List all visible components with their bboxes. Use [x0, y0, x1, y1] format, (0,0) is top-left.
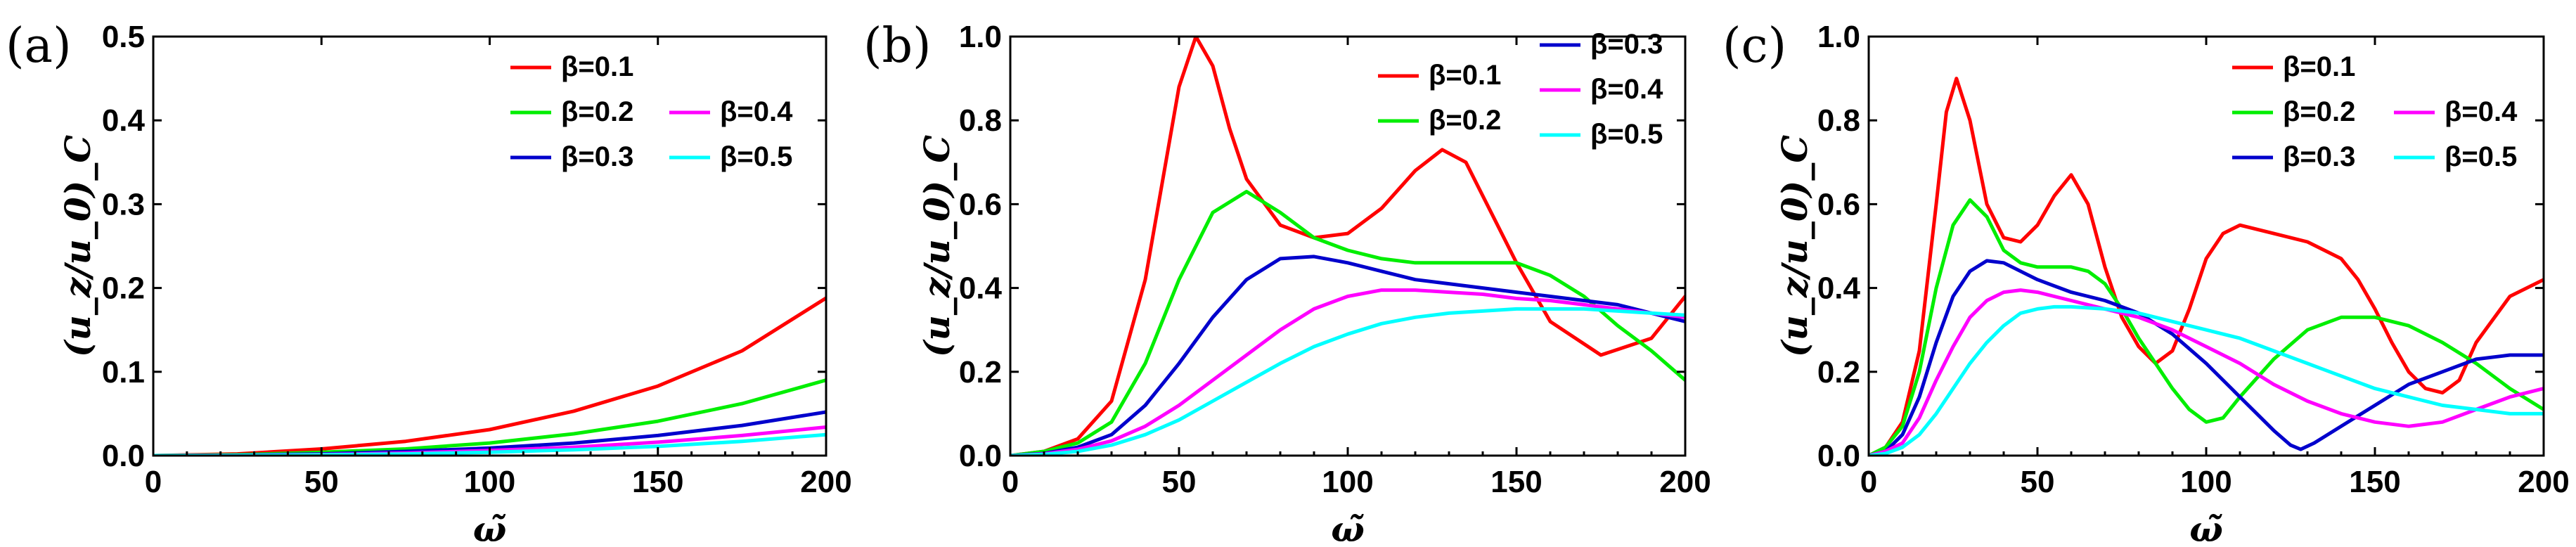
legend-label: β=0.3: [561, 141, 633, 172]
legend-item: β=0.3: [2232, 141, 2355, 172]
y-tick-label: 0.5: [102, 20, 145, 54]
y-tick-label: 0.6: [1817, 187, 1860, 221]
series-line: [1869, 304, 2544, 456]
chart-panel: (a) 0 50 100 150 200 0.0 0.1 0.2 0.3 0.4 0.5 ω̃ (u_z/…: [6, 18, 852, 547]
legend-item: β=0.5: [669, 141, 792, 172]
legend-label: β=0.3: [1590, 29, 1663, 60]
legend-item: β=0.1: [2232, 51, 2355, 82]
legend-item: β=0.3: [510, 141, 633, 172]
legend-label: β=0.5: [2445, 141, 2517, 172]
x-tick-label: 0: [1860, 465, 1877, 499]
chart-panel: (b) 0 50 100 150 200 0.0 0.2 0.4 0.6 0.8 1.0 ω̃ (u_z/…: [863, 18, 1711, 547]
panel-label: (c): [1722, 18, 1786, 74]
legend-item: β=0.1: [1378, 60, 1501, 91]
series-line: [1869, 288, 2544, 456]
y-axis-label: (u_z/u_0)_C: [1774, 135, 1815, 357]
y-tick-label: 0.4: [102, 103, 146, 138]
legend-item: β=0.2: [2232, 96, 2355, 127]
legend-label: β=0.4: [2445, 96, 2518, 127]
legend-label: β=0.5: [720, 141, 792, 172]
x-axis-label: ω̃: [473, 508, 507, 547]
series-group: [1010, 37, 1685, 456]
y-tick-label: 0.2: [959, 355, 1002, 390]
series-line: [1010, 307, 1685, 456]
panel-label: (b): [863, 18, 932, 74]
legend-label: β=0.5: [1590, 119, 1663, 150]
legend-item: β=0.4: [669, 96, 793, 127]
x-tick-label: 100: [1322, 465, 1373, 499]
y-tick-label: 0.2: [1817, 355, 1860, 390]
panel-label: (a): [6, 18, 72, 74]
legend-item: β=0.4: [2394, 96, 2518, 127]
series-line: [1010, 255, 1685, 456]
y-tick-label: 0.8: [1817, 103, 1860, 138]
legend-label: β=0.3: [2283, 141, 2355, 172]
y-axis-label: (u_z/u_0)_C: [916, 135, 958, 357]
legend: β=0.1 β=0.2 β=0.3 β=0.4 β=0.5: [1378, 29, 1663, 150]
x-tick-label: 0: [145, 465, 162, 499]
series-line: [1010, 37, 1685, 456]
legend-item: β=0.5: [2394, 141, 2517, 172]
y-axis-label: (u_z/u_0)_C: [57, 135, 98, 357]
x-tick-label: 200: [800, 465, 851, 499]
y-tick-label: 0.6: [959, 187, 1002, 221]
series-line: [1010, 190, 1685, 456]
chart-panel: (c) 0 50 100 150 200 0.0 0.2 0.4 0.6 0.8 1.0 ω̃ (u_z/…: [1722, 18, 2570, 547]
legend-item: β=0.5: [1540, 119, 1663, 150]
y-tick-label: 0.8: [959, 103, 1002, 138]
y-tick-label: 0.4: [1817, 271, 1861, 306]
legend-label: β=0.2: [561, 96, 633, 127]
x-tick-label: 150: [2349, 465, 2400, 499]
y-tick-label: 1.0: [1817, 20, 1860, 54]
legend-label: β=0.1: [1429, 60, 1501, 91]
legend-label: β=0.2: [1429, 105, 1501, 136]
x-tick-label: 200: [1659, 465, 1711, 499]
legend-label: β=0.2: [2283, 96, 2355, 127]
y-tick-label: 0.2: [102, 271, 145, 306]
y-tick-label: 0.1: [102, 355, 145, 390]
series-line: [1869, 198, 2544, 456]
legend-item: β=0.2: [1378, 105, 1501, 136]
y-tick-label: 1.0: [959, 20, 1002, 54]
y-tick-label: 0.0: [102, 439, 145, 473]
legend: β=0.1 β=0.2 β=0.3 β=0.4 β=0.5: [510, 51, 793, 172]
legend-item: β=0.3: [1540, 29, 1663, 60]
x-tick-label: 50: [1162, 465, 1197, 499]
y-tick-label: 0.4: [959, 271, 1003, 306]
x-tick-label: 200: [2518, 465, 2569, 499]
x-tick-label: 0: [1002, 465, 1019, 499]
legend-item: β=0.1: [510, 51, 633, 82]
y-tick-label: 0.0: [1817, 439, 1860, 473]
legend-item: β=0.2: [510, 96, 633, 127]
series-line: [1010, 288, 1685, 456]
legend-label: β=0.1: [561, 51, 633, 82]
x-tick-label: 50: [304, 465, 339, 499]
x-tick-label: 100: [2180, 465, 2232, 499]
x-axis-label: ω̃: [1331, 508, 1365, 547]
legend-label: β=0.1: [2283, 51, 2355, 82]
series-group: [1869, 77, 2544, 456]
x-tick-label: 150: [632, 465, 683, 499]
x-tick-label: 100: [464, 465, 515, 499]
legend-item: β=0.4: [1540, 74, 1663, 105]
x-tick-label: 50: [2021, 465, 2055, 499]
x-axis-label: ω̃: [2189, 508, 2223, 547]
y-tick-label: 0.0: [959, 439, 1002, 473]
legend-label: β=0.4: [1590, 74, 1663, 105]
legend: β=0.1 β=0.2 β=0.3 β=0.4 β=0.5: [2232, 51, 2518, 172]
legend-label: β=0.4: [720, 96, 793, 127]
y-tick-label: 0.3: [102, 187, 145, 221]
x-tick-label: 150: [1490, 465, 1542, 499]
